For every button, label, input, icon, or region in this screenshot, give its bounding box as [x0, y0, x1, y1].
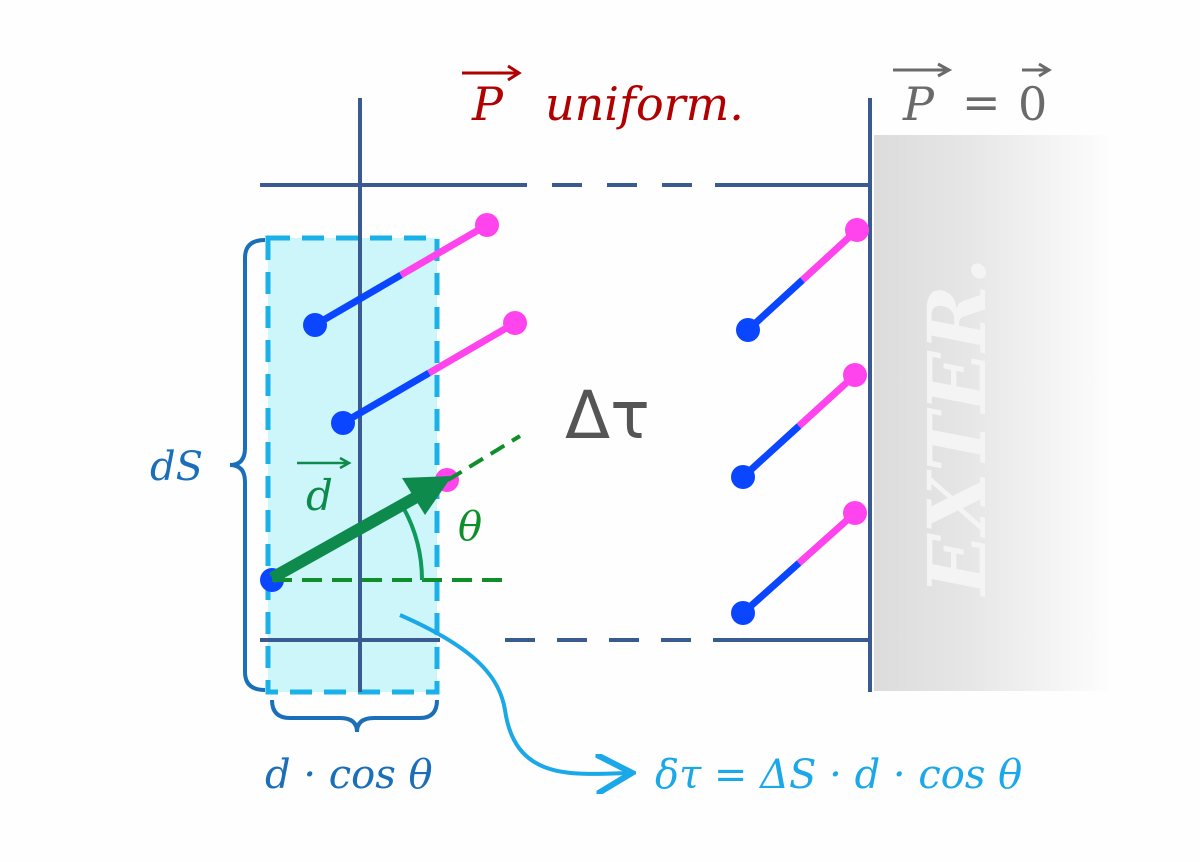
- dS-label: dS: [150, 444, 203, 490]
- formula-pointer-arrow: [399, 613, 628, 774]
- molecule-tail-dot: [731, 465, 755, 489]
- molecule: [731, 363, 867, 489]
- uniform-text: uniform.: [545, 77, 744, 131]
- work-formula: δτ = ΔS · d · cos θ: [655, 752, 1022, 798]
- molecule: [736, 218, 869, 342]
- container-walls: [260, 98, 872, 692]
- exterior-label: EXTER.: [910, 257, 1004, 597]
- molecule-head-dot: [475, 213, 499, 237]
- dS-brace: [229, 238, 266, 692]
- pressure-symbol: P: [471, 77, 504, 131]
- pressure-exterior-symbol: P: [902, 77, 935, 131]
- angle-arc: [401, 506, 424, 581]
- molecule: [731, 501, 867, 625]
- exterior-region: [874, 135, 1109, 691]
- molecule-head-segment: [800, 227, 860, 283]
- svg-text:d: d: [306, 471, 333, 520]
- vector-arrowhead-icon: [402, 476, 452, 515]
- molecule-head-segment: [399, 221, 489, 279]
- molecule-head-segment: [796, 510, 858, 566]
- pressure-uniform-label: P uniform.: [462, 64, 744, 131]
- displacement-vector: [269, 489, 423, 584]
- pressure-zero-label: P = 0: [893, 62, 1052, 131]
- swept-volume-region: [265, 235, 440, 695]
- molecule-tail: [313, 271, 403, 329]
- molecule-head-dot: [845, 218, 869, 242]
- molecule: [303, 213, 499, 337]
- molecule-tail: [740, 560, 802, 616]
- zero-vector: 0: [1018, 77, 1047, 131]
- molecule-head-dot: [843, 363, 867, 387]
- molecule-head-segment: [796, 372, 858, 429]
- molecule-tail: [745, 277, 805, 333]
- molecule-head-dot: [843, 501, 867, 525]
- molecule-head-dot: [503, 311, 527, 335]
- molecule-tail-dot: [303, 313, 327, 337]
- vector-extension-line: [446, 434, 522, 482]
- molecule-tail: [341, 369, 431, 427]
- molecule-tail-dot: [331, 411, 355, 435]
- delta-tau-label: Δτ: [565, 377, 650, 454]
- molecule-head-segment: [427, 319, 517, 377]
- d-vector-label: d: [297, 456, 352, 520]
- d-cos-theta-label: d · cos θ: [265, 752, 433, 798]
- molecule: [331, 311, 527, 435]
- molecule-tail: [740, 423, 802, 480]
- molecule-tail-dot: [736, 318, 760, 342]
- equals-sign: =: [962, 75, 1001, 129]
- d-cos-theta-brace: [270, 699, 439, 733]
- molecule-tail-dot: [731, 601, 755, 625]
- theta-label: θ: [458, 504, 482, 550]
